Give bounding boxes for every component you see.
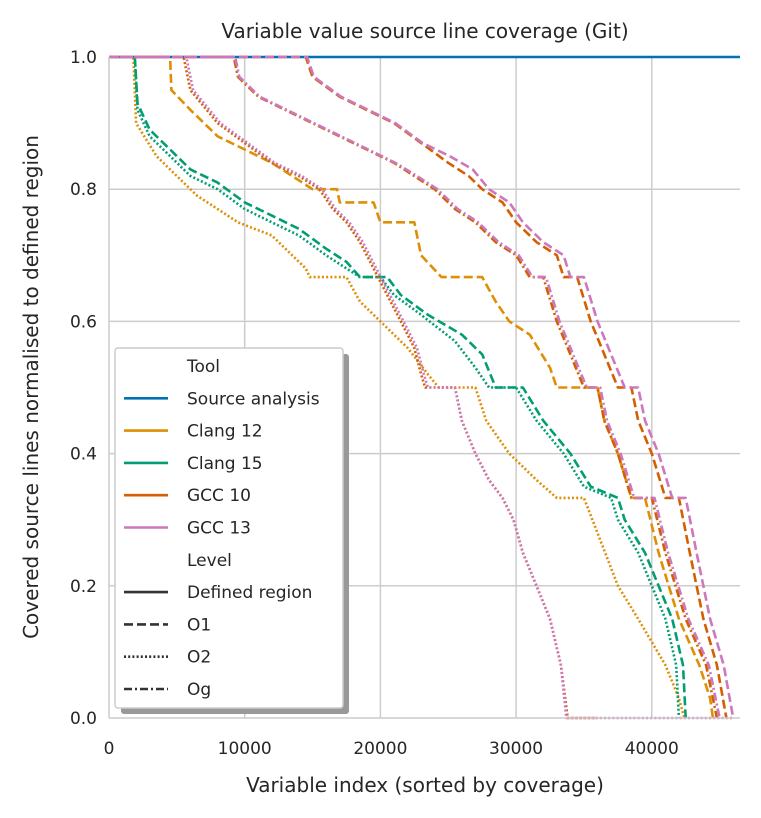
y-tick-label: 0.2: [70, 577, 97, 597]
legend-label: Og: [187, 680, 211, 700]
legend: Tool Source analysis Clang 12 Clang 15 GCC 1…: [114, 347, 349, 714]
legend-label: Clang 12: [187, 422, 263, 442]
x-tick-label: 40000: [625, 739, 679, 759]
chart-title: Variable value source line coverage (Git…: [221, 19, 628, 43]
series-line-gcc-13-o1: [109, 55, 735, 719]
x-tick-label: 0: [104, 739, 115, 759]
series-lines: [109, 55, 740, 720]
x-axis-title: Variable index (sorted by coverage): [246, 773, 604, 797]
legend-label: Source analysis: [187, 389, 320, 409]
legend-label: Clang 15: [187, 454, 263, 474]
legend-label: GCC 13: [187, 519, 251, 539]
x-tick-label: 20000: [353, 739, 407, 759]
y-tick-label: 0.6: [70, 312, 97, 332]
legend-label: O2: [187, 648, 211, 668]
x-tick-label: 10000: [218, 739, 272, 759]
legend-section-title: Tool: [186, 357, 220, 377]
y-tick-label: 0.8: [70, 180, 97, 200]
series-line-clang-12-o2: [109, 55, 686, 719]
y-tick-label: 0.4: [70, 445, 97, 465]
series-line-clang-15-o2: [109, 55, 681, 719]
series-line-gcc-13-og: [109, 55, 721, 719]
y-axis-title: Covered source lines normalised to defin…: [19, 135, 43, 639]
tick-labels: 0 10000 20000 30000 40000 0.0 0.2 0.4 0.6 0.8 1.0: [70, 48, 679, 759]
series-line-gcc-10-o2: [109, 55, 598, 720]
y-tick-label: 1.0: [70, 48, 97, 68]
x-tick-label: 30000: [489, 739, 543, 759]
axes: [108, 57, 740, 719]
legend-box: [114, 347, 344, 709]
legend-label: O1: [187, 615, 211, 635]
y-tick-label: 0.0: [70, 709, 97, 729]
legend-section-title: Level: [187, 551, 232, 571]
legend-label: Defined region: [187, 583, 312, 603]
legend-label: GCC 10: [187, 486, 251, 506]
